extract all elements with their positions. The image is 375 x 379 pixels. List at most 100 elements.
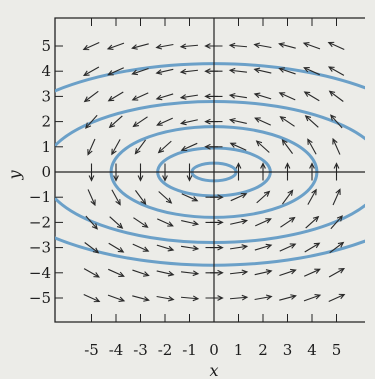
direction-arrow — [329, 269, 344, 277]
direction-arrow — [257, 141, 270, 152]
arrow-shaft — [305, 92, 320, 101]
direction-arrow — [279, 269, 295, 275]
direction-arrow — [112, 139, 120, 154]
arrow-shaft — [133, 117, 147, 127]
direction-arrow — [181, 120, 198, 125]
x-tick-label: -1 — [182, 341, 197, 359]
direction-arrow — [255, 43, 272, 48]
direction-arrow — [305, 92, 320, 101]
direction-arrow — [88, 189, 95, 205]
direction-arrow — [108, 269, 124, 276]
arrow-shaft — [329, 269, 344, 277]
direction-arrow — [255, 93, 271, 99]
direction-arrow — [230, 118, 247, 123]
direction-arrow — [84, 67, 99, 75]
direction-arrow — [88, 139, 95, 155]
direction-arrow — [159, 192, 172, 203]
direction-arrow — [230, 43, 247, 48]
direction-arrow — [308, 139, 316, 154]
direction-arrow — [109, 243, 124, 252]
direction-arrow — [230, 94, 247, 99]
direction-arrow — [157, 44, 174, 49]
x-tick-label: 4 — [307, 341, 317, 359]
arrow-shaft — [306, 116, 319, 127]
direction-arrow — [133, 218, 147, 228]
arrow-shaft — [109, 243, 124, 252]
arrow-shaft — [329, 67, 344, 75]
direction-arrow — [329, 294, 345, 301]
direction-arrow — [255, 270, 272, 275]
direction-arrow — [280, 117, 294, 127]
x-tick-label: 5 — [332, 341, 342, 359]
direction-arrow — [84, 269, 99, 277]
arrow-shaft — [159, 192, 172, 203]
direction-arrow — [279, 43, 295, 48]
direction-arrow — [181, 271, 198, 276]
x-axis-label: x — [209, 361, 218, 379]
arrow-shaft — [133, 218, 147, 228]
arrow-shaft — [110, 217, 123, 228]
y-tick-label: −3 — [29, 239, 51, 257]
direction-arrow — [280, 218, 294, 228]
direction-arrow — [280, 93, 296, 100]
direction-arrow — [133, 244, 149, 251]
x-tick-label: -5 — [84, 341, 99, 359]
direction-arrow — [85, 91, 99, 101]
y-axis-label: y — [5, 170, 24, 181]
direction-arrow — [132, 296, 148, 301]
x-tick-label: 0 — [209, 341, 219, 359]
direction-arrow — [157, 245, 173, 251]
direction-arrow — [133, 117, 147, 127]
x-tick-label: -2 — [158, 341, 173, 359]
x-tick-label: 2 — [258, 341, 268, 359]
y-tick-label: 5 — [41, 37, 51, 55]
y-tick-label: 3 — [41, 87, 51, 105]
direction-arrow — [230, 270, 247, 275]
direction-arrow — [280, 244, 296, 251]
arrow-shaft — [308, 190, 316, 205]
direction-arrow — [157, 271, 174, 276]
direction-arrow — [181, 221, 198, 226]
x-tick-label: -3 — [133, 341, 148, 359]
x-tick-label: -4 — [109, 341, 124, 359]
direction-arrow — [306, 217, 319, 228]
direction-arrow — [255, 118, 271, 125]
arrow-shaft — [110, 116, 123, 127]
arrow-shaft — [280, 218, 294, 228]
y-tick-label: −2 — [29, 213, 51, 231]
y-tick-label: 2 — [41, 113, 51, 131]
direction-arrow — [333, 189, 340, 205]
direction-arrow — [157, 94, 173, 100]
direction-arrow — [84, 43, 100, 50]
direction-arrow — [330, 91, 344, 101]
direction-arrow — [110, 217, 123, 228]
direction-arrow — [255, 295, 272, 300]
direction-arrow — [333, 139, 340, 155]
y-tick-label: −1 — [29, 188, 51, 206]
direction-arrow — [329, 42, 345, 49]
direction-arrow — [159, 141, 172, 152]
y-tick-label: 4 — [41, 62, 51, 80]
arrow-shaft — [84, 269, 99, 277]
orbit-curve-5 — [0, 64, 375, 266]
direction-arrow — [181, 246, 198, 251]
arrow-shaft — [84, 67, 99, 75]
direction-arrow — [230, 295, 247, 300]
x-tick-label: 1 — [234, 341, 244, 359]
arrow-shaft — [257, 141, 270, 152]
arrow-shaft — [109, 92, 124, 101]
direction-arrow — [308, 190, 316, 205]
arrow-shaft — [280, 117, 294, 127]
direction-arrow — [108, 43, 124, 49]
arrow-shaft — [112, 139, 120, 154]
direction-arrow — [181, 296, 198, 301]
direction-arrow — [306, 116, 319, 127]
direction-arrow — [255, 68, 272, 73]
direction-arrow — [230, 219, 247, 224]
y-tick-label: 0 — [41, 163, 51, 181]
direction-arrow — [132, 270, 148, 276]
direction-arrow — [304, 43, 320, 49]
direction-arrow — [109, 92, 124, 101]
direction-arrow — [157, 219, 173, 226]
